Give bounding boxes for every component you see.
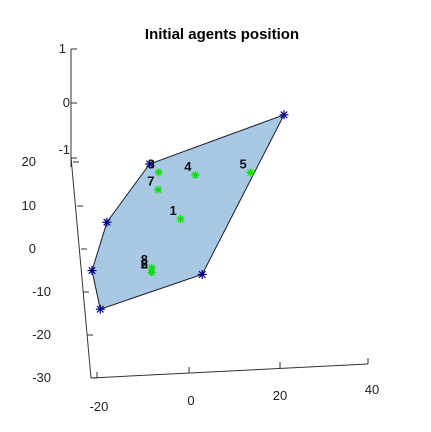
agent-label: 5 xyxy=(240,157,247,172)
plot-area: 1 2 3 4 5 6 7 8 xyxy=(87,110,289,314)
hull-vertex-marker-shape xyxy=(87,266,97,276)
hull-vertex-marker xyxy=(145,159,155,169)
tick-labels: 1 0 -1 20 10 0 -10 -20 -30 -20 0 20 40 xyxy=(22,41,380,414)
y-tick-label: 0 xyxy=(29,241,36,256)
x-tick-label: 40 xyxy=(365,382,379,397)
agent-label: 3 xyxy=(148,156,155,171)
y-tick-label: -20 xyxy=(32,327,51,342)
x-axis-line xyxy=(90,363,369,379)
hull-vertex-marker xyxy=(197,269,207,279)
y-tick-label: 20 xyxy=(22,154,36,169)
y-tick-label: -10 xyxy=(32,284,51,299)
z-tick-label: 0 xyxy=(63,95,70,110)
x-tick-label: 20 xyxy=(273,388,287,403)
y-tick-label: -30 xyxy=(32,370,51,385)
agent-label: 8 xyxy=(141,252,148,267)
hull-vertex-marker-shape xyxy=(145,159,155,169)
agent-marker-shape xyxy=(147,263,156,272)
agent-marker-shape xyxy=(154,185,163,194)
agent-marker-shape xyxy=(154,168,163,177)
axes xyxy=(70,48,369,379)
agent-marker xyxy=(246,168,255,177)
chart-title: Initial agents position xyxy=(145,26,299,43)
hull-vertex-marker-shape xyxy=(197,269,207,279)
agent-marker-shape xyxy=(176,215,185,224)
agent-marker-shape xyxy=(246,168,255,177)
y-tick-label: 10 xyxy=(22,198,36,213)
hull-vertex-marker xyxy=(87,266,97,276)
x-tick-label: -20 xyxy=(90,399,109,414)
agent-marker xyxy=(147,268,156,277)
hull-vertex-marker-shape xyxy=(279,110,289,120)
agent-marker-shape xyxy=(191,171,200,180)
x-tick-label: 0 xyxy=(187,393,194,408)
z-tick-label: 1 xyxy=(59,41,66,56)
agent-marker-shape xyxy=(147,268,156,277)
agent-label: 1 xyxy=(170,203,177,218)
z-tick-label: -1 xyxy=(58,142,70,157)
convex-hull-polygon xyxy=(91,113,286,310)
agent-marker xyxy=(176,215,185,224)
agent-marker xyxy=(154,168,163,177)
agent-label: 7 xyxy=(147,174,154,189)
agent-label: 2 xyxy=(141,256,148,271)
hull-vertex-marker xyxy=(102,217,112,227)
y-axis-line xyxy=(70,156,92,379)
hull-vertex-marker xyxy=(95,304,105,314)
agent-label: 6 xyxy=(141,256,148,271)
agent-label: 4 xyxy=(184,159,192,174)
agent-marker xyxy=(191,171,200,180)
agent-marker xyxy=(154,185,163,194)
hull-vertex-marker-shape xyxy=(102,217,112,227)
agent-marker xyxy=(147,263,156,272)
hull-vertex-marker-shape xyxy=(95,304,105,314)
hull-vertex-marker xyxy=(279,110,289,120)
